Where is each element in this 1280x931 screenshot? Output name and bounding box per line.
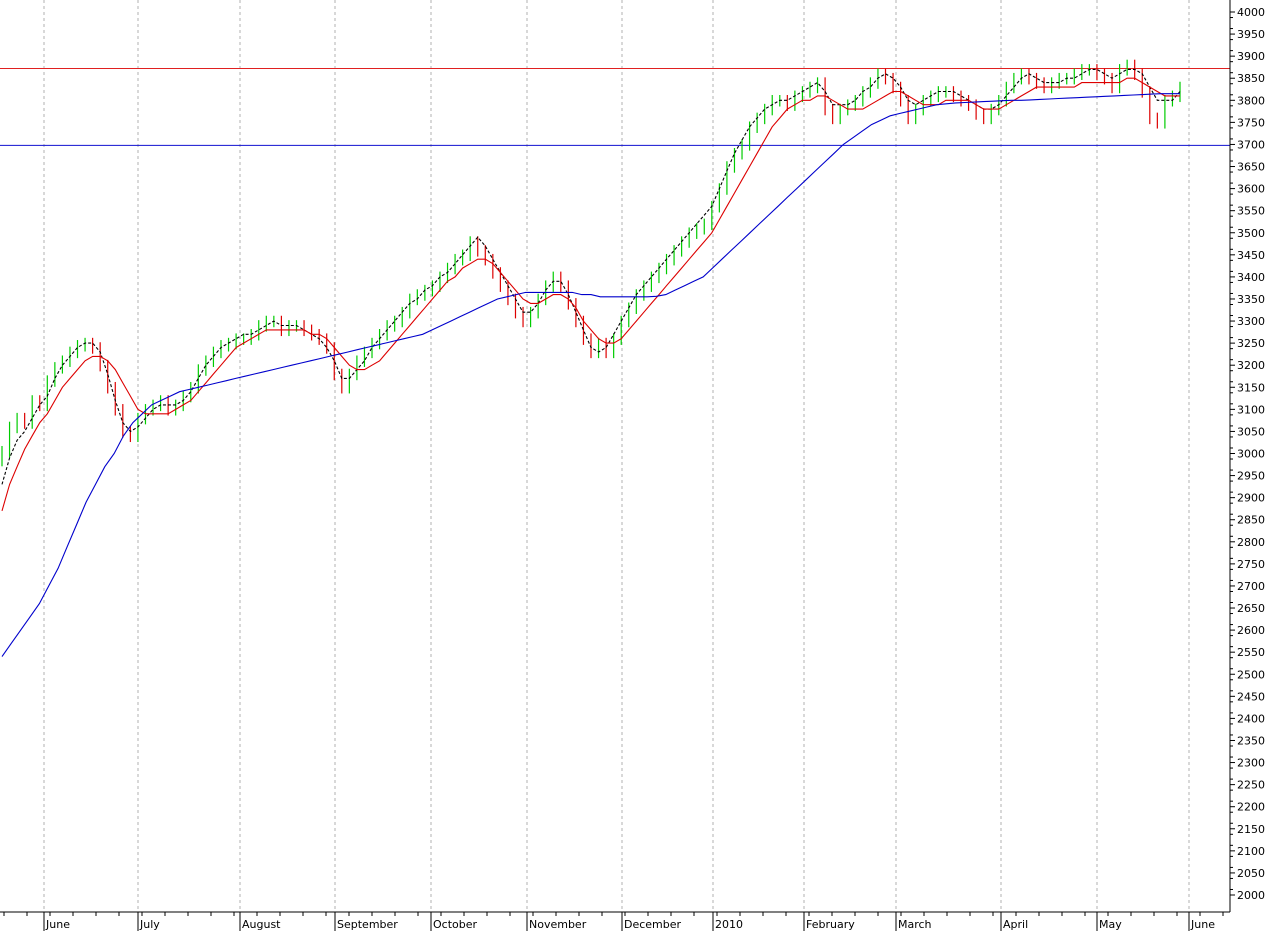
y-tick-label: 2000 [1237, 889, 1265, 902]
x-axis-ticks: June July August September October November De… [3, 912, 1224, 931]
x-tick-label: June [45, 918, 70, 931]
x-tick-label: March [898, 918, 932, 931]
y-tick-label: 2650 [1237, 602, 1265, 615]
y-tick-label: 2150 [1237, 823, 1265, 836]
y-tick-label: 2600 [1237, 624, 1265, 637]
y-tick-label: 2250 [1237, 779, 1265, 792]
y-tick-label: 3350 [1237, 293, 1265, 306]
moving-average-lines [1, 68, 1181, 657]
x-tick-label: October [433, 918, 477, 931]
y-tick-label: 2350 [1237, 734, 1265, 747]
month-gridlines [43, 0, 1190, 912]
y-tick-label: 3650 [1237, 161, 1265, 174]
y-tick-label: 3500 [1237, 227, 1265, 240]
y-axis-ticks: 4000 3950 3900 3850 3800 3750 3700 3650 3600 3550… [1230, 6, 1265, 902]
x-tick-label: May [1099, 918, 1122, 931]
y-tick-label: 2750 [1237, 558, 1265, 571]
y-tick-label: 3800 [1237, 94, 1265, 107]
y-tick-label: 4000 [1237, 6, 1265, 19]
y-tick-label: 3300 [1237, 315, 1265, 328]
price-bars [1, 59, 1181, 467]
y-tick-label: 2950 [1237, 470, 1265, 483]
x-tick-label: 2010 [715, 918, 743, 931]
y-tick-label: 3700 [1237, 138, 1265, 151]
y-tick-label: 3950 [1237, 28, 1265, 41]
y-tick-label: 3400 [1237, 271, 1265, 284]
y-tick-label: 2450 [1237, 690, 1265, 703]
y-tick-label: 3250 [1237, 337, 1265, 350]
y-tick-label: 2200 [1237, 801, 1265, 814]
y-tick-label: 3900 [1237, 50, 1265, 63]
y-tick-label: 3450 [1237, 249, 1265, 262]
x-tick-label: September [337, 918, 398, 931]
y-tick-label: 3550 [1237, 205, 1265, 218]
y-tick-label: 2300 [1237, 757, 1265, 770]
x-tick-label: August [242, 918, 281, 931]
y-tick-label: 2550 [1237, 646, 1265, 659]
x-tick-label: July [139, 918, 160, 931]
x-tick-label: June [1190, 918, 1215, 931]
y-tick-label: 2850 [1237, 514, 1265, 527]
y-tick-label: 3750 [1237, 116, 1265, 129]
x-tick-label: February [806, 918, 855, 931]
y-tick-label: 3100 [1237, 403, 1265, 416]
horizontal-levels [0, 68, 1230, 146]
y-tick-label: 3600 [1237, 183, 1265, 196]
y-tick-label: 2900 [1237, 492, 1265, 505]
y-tick-label: 2050 [1237, 867, 1265, 880]
y-tick-label: 3150 [1237, 381, 1265, 394]
y-tick-label: 3000 [1237, 448, 1265, 461]
y-tick-label: 3200 [1237, 359, 1265, 372]
y-tick-label: 2700 [1237, 580, 1265, 593]
x-tick-label: April [1003, 918, 1028, 931]
x-tick-label: December [624, 918, 682, 931]
y-tick-label: 2400 [1237, 712, 1265, 725]
y-tick-label: 2800 [1237, 536, 1265, 549]
y-tick-label: 2500 [1237, 668, 1265, 681]
moving-average-line [1, 77, 1180, 512]
moving-average-line [1, 93, 1180, 657]
x-tick-label: November [529, 918, 587, 931]
y-tick-label: 3850 [1237, 72, 1265, 85]
y-tick-label: 2100 [1237, 845, 1265, 858]
y-tick-label: 3050 [1237, 425, 1265, 438]
